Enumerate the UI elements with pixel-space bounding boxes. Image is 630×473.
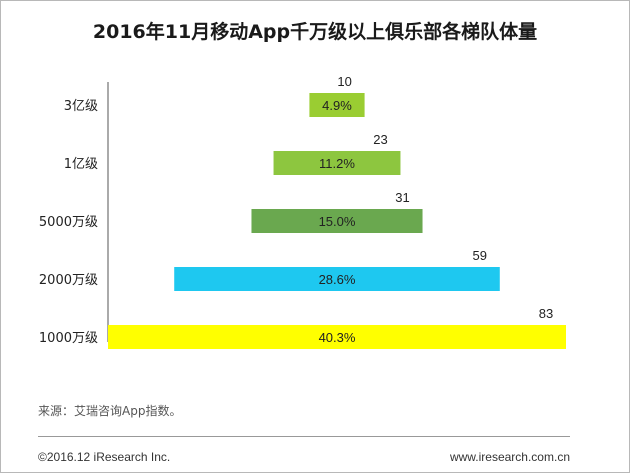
bar-percent-label: 11.2% [319, 156, 355, 171]
category-tick-label: 5000万级 [39, 215, 98, 230]
bar-count-label: 10 [337, 74, 351, 89]
bar-count-label: 23 [373, 132, 387, 147]
bar [174, 267, 500, 291]
footer-divider [38, 436, 570, 437]
bar-percent-label: 28.6% [319, 272, 356, 287]
category-tick-label: 1亿级 [64, 157, 98, 172]
bar [251, 209, 423, 233]
bar [309, 93, 365, 117]
category-tick-label: 2000万级 [39, 273, 98, 288]
bar-percent-label: 15.0% [319, 214, 356, 229]
bar [273, 151, 401, 175]
bar-count-label: 31 [395, 190, 409, 205]
chart-title: 2016年11月移动App千万级以上俱乐部各梯队体量 [92, 21, 538, 43]
bar-percent-label: 4.9% [322, 98, 352, 113]
copyright-text: ©2016.12 iResearch Inc. [38, 450, 171, 464]
bar-count-label: 83 [539, 306, 553, 321]
category-tick-label: 3亿级 [64, 99, 98, 114]
site-url: www.iresearch.com.cn [449, 450, 570, 464]
source-note: 来源：艾瑞咨询App指数。 [38, 404, 182, 418]
bar [108, 325, 566, 349]
category-tick-label: 1000万级 [39, 331, 98, 346]
bar-count-label: 59 [473, 248, 487, 263]
bar-percent-label: 40.3% [319, 330, 356, 345]
